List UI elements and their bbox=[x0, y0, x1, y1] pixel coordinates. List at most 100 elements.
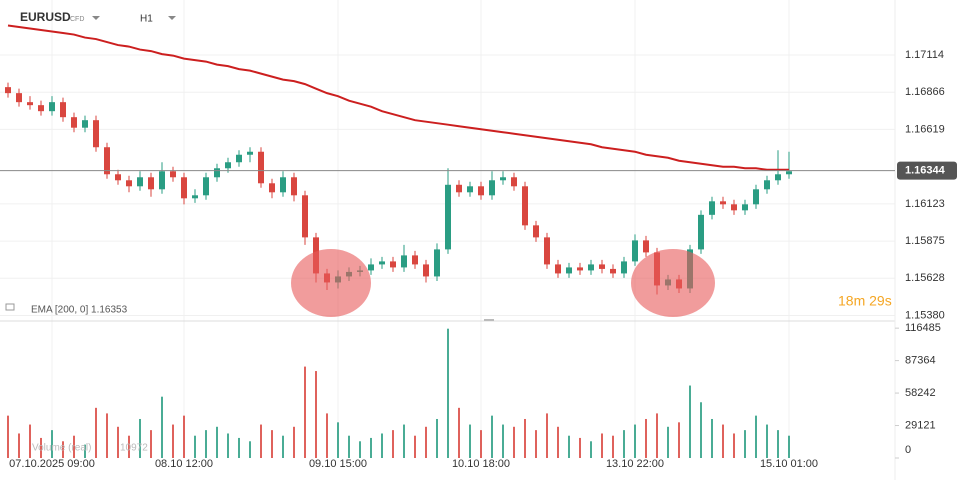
x-tick-label: 08.10 12:00 bbox=[155, 458, 213, 470]
volume-bar bbox=[491, 415, 493, 458]
volume-bar bbox=[788, 435, 790, 458]
volume-bar bbox=[403, 424, 405, 458]
candle-body bbox=[786, 171, 792, 175]
y-tick-label: 1.15380 bbox=[905, 309, 945, 321]
candle-body bbox=[16, 93, 22, 103]
volume-bar bbox=[315, 371, 317, 458]
volume-bar bbox=[370, 437, 372, 458]
volume-bar bbox=[667, 426, 669, 458]
candle-body bbox=[159, 171, 165, 190]
symbol-type: CFD bbox=[70, 16, 84, 23]
candle-body bbox=[236, 154, 242, 163]
candle-body bbox=[621, 261, 627, 274]
x-tick-label: 09.10 15:00 bbox=[309, 458, 367, 470]
volume-bar bbox=[282, 435, 284, 458]
volume-bar bbox=[535, 430, 537, 458]
volume-bar bbox=[513, 426, 515, 458]
volume-bar bbox=[271, 430, 273, 458]
volume-bar bbox=[172, 424, 174, 458]
resize-handle[interactable] bbox=[484, 319, 494, 321]
candle-body bbox=[500, 177, 506, 181]
volume-bar bbox=[227, 433, 229, 458]
candle-body bbox=[148, 177, 154, 190]
volume-bar bbox=[612, 435, 614, 458]
volume-bar bbox=[524, 418, 526, 458]
candle-body bbox=[60, 102, 66, 118]
candle-body bbox=[137, 177, 143, 187]
volume-bar bbox=[469, 424, 471, 458]
volume-bar bbox=[766, 424, 768, 458]
candle-body bbox=[544, 237, 550, 265]
volume-bar bbox=[183, 415, 185, 458]
timeframe-dropdown[interactable] bbox=[168, 16, 176, 20]
y-tick-label: 1.16123 bbox=[905, 198, 945, 210]
volume-bar bbox=[128, 435, 130, 458]
volume-bar bbox=[645, 418, 647, 458]
volume-bar bbox=[414, 435, 416, 458]
current-price-box bbox=[897, 161, 957, 180]
volume-bar bbox=[436, 418, 438, 458]
volume-bar bbox=[161, 396, 163, 458]
candle-body bbox=[775, 174, 781, 181]
volume-bar bbox=[634, 424, 636, 458]
candle-body bbox=[247, 151, 253, 155]
candle-body bbox=[632, 240, 638, 262]
volume-bar bbox=[139, 418, 141, 458]
indicator-icon[interactable] bbox=[5, 303, 15, 311]
y-tick-label: 1.16866 bbox=[905, 86, 945, 98]
current-price-label: 1.16344 bbox=[905, 165, 946, 177]
volume-bar bbox=[40, 437, 42, 458]
symbol[interactable]: EURUSD bbox=[20, 10, 71, 24]
volume-bar bbox=[95, 407, 97, 458]
candle-body bbox=[82, 120, 88, 128]
timeframe[interactable]: H1 bbox=[140, 14, 153, 25]
volume-tick-label: 0 bbox=[905, 444, 911, 456]
volume-bar bbox=[656, 413, 658, 458]
candle-body bbox=[610, 268, 616, 274]
candle-body bbox=[93, 120, 99, 148]
candle-body bbox=[49, 102, 55, 112]
volume-bar bbox=[238, 437, 240, 458]
symbol-dropdown[interactable] bbox=[92, 16, 100, 20]
volume-bar bbox=[348, 435, 350, 458]
x-tick-label: 07.10.2025 09:00 bbox=[9, 458, 95, 470]
volume-bar bbox=[425, 426, 427, 458]
volume-bar bbox=[557, 426, 559, 458]
candle-body bbox=[181, 177, 187, 199]
candle-body bbox=[38, 105, 44, 112]
volume-bar bbox=[546, 413, 548, 458]
volume-bar bbox=[117, 426, 119, 458]
volume-bar bbox=[711, 418, 713, 458]
candle-body bbox=[379, 261, 385, 265]
candle-body bbox=[720, 201, 726, 205]
volume-bar bbox=[568, 435, 570, 458]
candle-body bbox=[643, 240, 649, 253]
candle-body bbox=[566, 267, 572, 274]
volume-bar bbox=[502, 424, 504, 458]
candle-body bbox=[5, 87, 11, 94]
countdown: 18m 29s bbox=[838, 293, 892, 309]
y-tick-label: 1.15875 bbox=[905, 235, 945, 247]
candle-body bbox=[126, 180, 132, 187]
volume-bar bbox=[326, 413, 328, 458]
volume-bar bbox=[700, 402, 702, 458]
candle-body bbox=[577, 267, 583, 271]
volume-tick-label: 87364 bbox=[905, 355, 936, 367]
candle-body bbox=[258, 151, 264, 184]
candle-body bbox=[280, 177, 286, 193]
candle-body bbox=[71, 117, 77, 128]
ema-line bbox=[7, 24, 789, 171]
volume-bar bbox=[194, 435, 196, 458]
candle-body bbox=[401, 255, 407, 268]
candle-body bbox=[489, 180, 495, 196]
y-tick-label: 1.17114 bbox=[905, 49, 944, 61]
volume-bar bbox=[84, 444, 86, 458]
candle-body bbox=[555, 264, 561, 274]
volume-tick-label: 116485 bbox=[905, 322, 941, 334]
candle-body bbox=[104, 147, 110, 175]
candle-body bbox=[456, 184, 462, 193]
volume-bar bbox=[480, 430, 482, 458]
y-tick-label: 1.16619 bbox=[905, 123, 945, 135]
volume-value: 10972 bbox=[120, 443, 148, 454]
